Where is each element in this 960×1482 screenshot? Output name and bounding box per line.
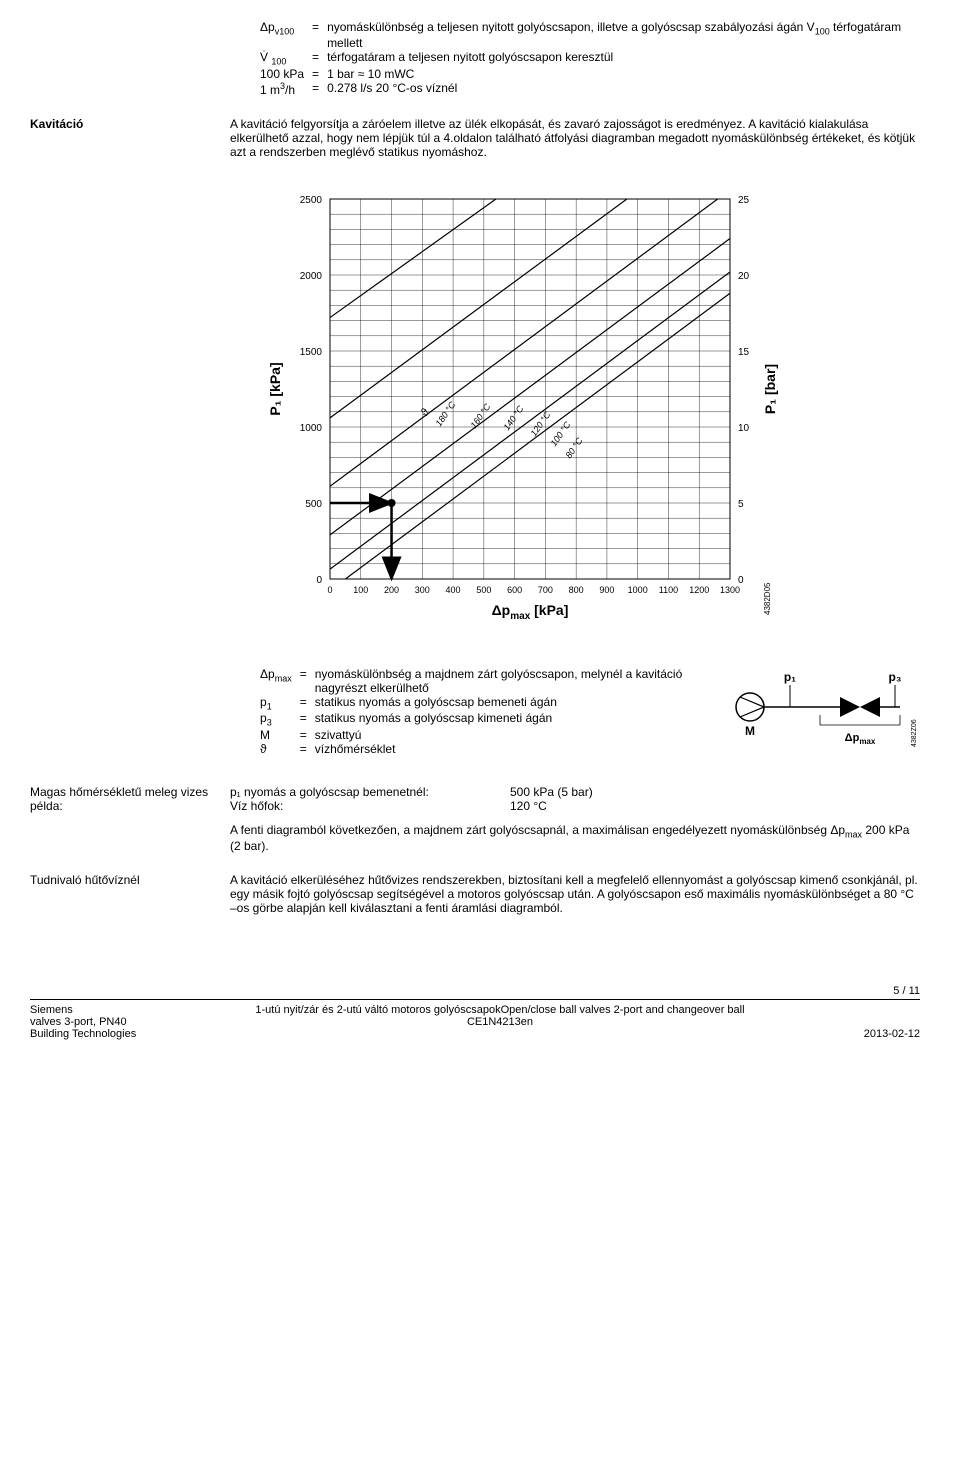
- legend-eq: =: [300, 695, 315, 711]
- schematic-diagram: p₁ p₃ M Δpmax 4382Z06: [720, 667, 920, 760]
- page-footer: Siemens valves 3-port, PN40 Building Tec…: [30, 1004, 920, 1040]
- svg-text:2500: 2500: [300, 195, 323, 206]
- kavitacio-label: Kavitáció: [30, 117, 230, 169]
- legend-eq: =: [300, 742, 315, 756]
- footer-mid1: 1-utú nyit/zár és 2-utú váltó motoros go…: [136, 1004, 864, 1016]
- def-desc: 1 bar ≈ 10 mWC: [327, 67, 920, 81]
- svg-text:0: 0: [316, 575, 322, 586]
- svg-text:5: 5: [738, 499, 744, 510]
- def-eq: =: [312, 50, 327, 66]
- svg-text:0: 0: [327, 585, 332, 595]
- def-sym: 1 m3/h: [260, 81, 312, 97]
- svg-text:500: 500: [305, 499, 322, 510]
- legend-sym: p1: [260, 695, 300, 711]
- svg-text:400: 400: [446, 585, 461, 595]
- example-l2a: Víz hőfok:: [230, 799, 510, 813]
- legend-sym: p3: [260, 711, 300, 727]
- legend-eq: =: [300, 667, 315, 695]
- svg-text:1500: 1500: [300, 347, 323, 358]
- svg-text:1100: 1100: [659, 585, 678, 595]
- def-sym: 100 kPa: [260, 67, 312, 81]
- def-sym: Δpv100: [260, 20, 312, 50]
- svg-text:140 °C: 140 °C: [501, 403, 525, 432]
- legend-desc: statikus nyomás a golyóscsap kimeneti ág…: [315, 711, 720, 727]
- svg-text:80 °C: 80 °C: [563, 435, 584, 460]
- svg-text:2000: 2000: [300, 271, 323, 282]
- svg-text:Δpmax: Δpmax: [845, 732, 876, 746]
- def-desc: 0.278 l/s 20 °C-os víznél: [327, 81, 920, 97]
- cavitation-chart: 180 °C160 °C140 °C120 °C100 °C80 °Cϑ0500…: [260, 189, 920, 652]
- example-body: p₁ nyomás a golyóscsap bemenetnél:500 kP…: [230, 785, 920, 853]
- def-desc: nyomáskülönbség a teljesen nyitott golyó…: [327, 20, 920, 50]
- def-sym: V̇ 100: [260, 50, 312, 66]
- def-desc: térfogatáram a teljesen nyitott golyóscs…: [327, 50, 920, 66]
- example-label: Magas hőmérsékletű meleg vizes példa:: [30, 785, 230, 853]
- svg-text:1300: 1300: [720, 585, 740, 595]
- svg-text:p₃: p₃: [889, 670, 902, 684]
- svg-text:P₁ [kPa]: P₁ [kPa]: [267, 362, 283, 415]
- example-l2b: 120 °C: [510, 799, 547, 813]
- legend-sym: ϑ: [260, 742, 300, 756]
- footer-left1: Siemens: [30, 1004, 136, 1016]
- svg-text:1000: 1000: [628, 585, 648, 595]
- svg-text:100 °C: 100 °C: [548, 419, 572, 448]
- svg-text:15: 15: [738, 347, 750, 358]
- svg-text:700: 700: [538, 585, 553, 595]
- footer-left3: Building Technologies: [30, 1028, 136, 1040]
- svg-text:P₁ [bar]: P₁ [bar]: [762, 364, 778, 414]
- svg-text:900: 900: [599, 585, 614, 595]
- svg-text:4382Z06: 4382Z06: [911, 719, 918, 747]
- cooling-section: Tudnivaló hűtővíznél A kavitáció elkerül…: [30, 873, 920, 925]
- footer-left2: valves 3-port, PN40: [30, 1016, 136, 1028]
- legend-desc: nyomáskülönbség a majdnem zárt golyóscsa…: [315, 667, 720, 695]
- example-l1b: 500 kPa (5 bar): [510, 785, 593, 799]
- svg-text:500: 500: [476, 585, 491, 595]
- svg-text:Δpmax [kPa]: Δpmax [kPa]: [492, 602, 569, 622]
- cooling-text: A kavitáció elkerüléséhez hűtővizes rend…: [230, 873, 920, 915]
- svg-text:1000: 1000: [300, 423, 323, 434]
- svg-text:p₁: p₁: [784, 670, 796, 684]
- top-definitions: Δpv100=nyomáskülönbség a teljesen nyitot…: [260, 20, 920, 97]
- example-text: A fenti diagramból következően, a majdne…: [230, 823, 920, 853]
- kavitacio-text: A kavitáció felgyorsítja a záróelem ille…: [230, 117, 920, 159]
- svg-text:10: 10: [738, 423, 750, 434]
- legend-desc: vízhőmérséklet: [315, 742, 720, 756]
- svg-text:160 °C: 160 °C: [468, 401, 492, 430]
- cooling-body: A kavitáció elkerüléséhez hűtővizes rend…: [230, 873, 920, 925]
- svg-text:M: M: [745, 724, 755, 738]
- svg-text:180 °C: 180 °C: [433, 399, 457, 428]
- footer-right: 2013-02-12: [864, 1028, 920, 1040]
- legend-desc: szivattyú: [315, 728, 720, 742]
- svg-text:600: 600: [507, 585, 522, 595]
- kavitacio-section: Kavitáció A kavitáció felgyorsítja a zár…: [30, 117, 920, 169]
- svg-text:200: 200: [384, 585, 399, 595]
- legend-eq: =: [300, 728, 315, 742]
- def-eq: =: [312, 81, 327, 97]
- example-l1a: p₁ nyomás a golyóscsap bemenetnél:: [230, 785, 510, 799]
- svg-text:800: 800: [569, 585, 584, 595]
- example-section: Magas hőmérsékletű meleg vizes példa: p₁…: [30, 785, 920, 853]
- page-number: 5 / 11: [30, 985, 920, 1000]
- legend-desc: statikus nyomás a golyóscsap bemeneti ág…: [315, 695, 720, 711]
- cooling-label: Tudnivaló hűtővíznél: [30, 873, 230, 925]
- legend-sym: Δpmax: [260, 667, 300, 695]
- legend-sym: M: [260, 728, 300, 742]
- svg-text:4382D05: 4382D05: [763, 582, 772, 615]
- svg-text:300: 300: [415, 585, 430, 595]
- chart-legend: Δpmax=nyomáskülönbség a majdnem zárt gol…: [260, 667, 920, 760]
- def-eq: =: [312, 67, 327, 81]
- svg-text:1200: 1200: [689, 585, 709, 595]
- footer-mid2: CE1N4213en: [136, 1016, 864, 1028]
- svg-text:25: 25: [738, 195, 750, 206]
- def-eq: =: [312, 20, 327, 50]
- kavitacio-body: A kavitáció felgyorsítja a záróelem ille…: [230, 117, 920, 169]
- svg-text:100: 100: [353, 585, 368, 595]
- svg-text:20: 20: [738, 271, 750, 282]
- legend-eq: =: [300, 711, 315, 727]
